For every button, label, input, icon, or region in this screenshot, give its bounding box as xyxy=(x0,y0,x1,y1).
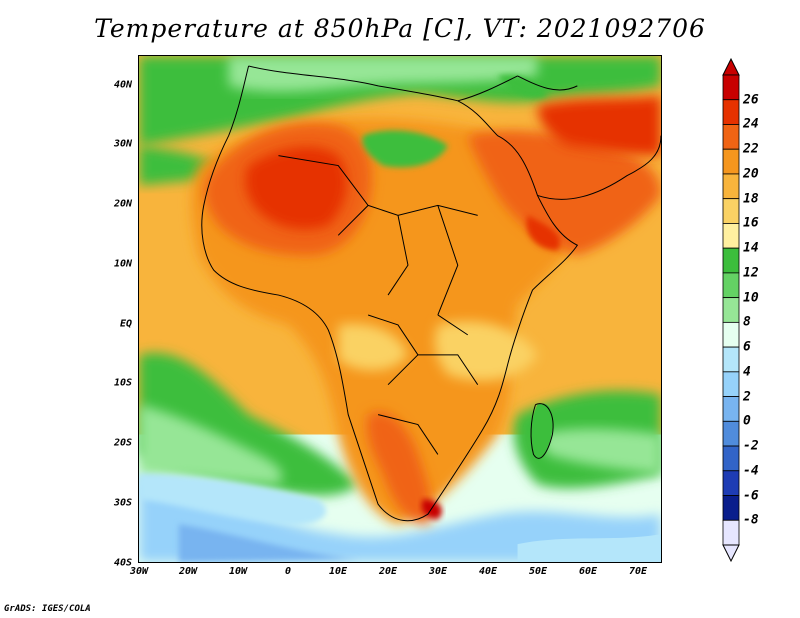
colorbar-segment xyxy=(722,445,740,472)
map-title: Temperature at 850hPa [C], VT: 202109270… xyxy=(94,14,706,43)
coastlines xyxy=(201,65,661,522)
colorbar-segment xyxy=(722,519,740,546)
colorbar-segment xyxy=(722,470,740,496)
colorbar xyxy=(722,57,740,563)
colorbar-segment xyxy=(722,74,740,101)
colorbar-segment xyxy=(722,223,740,249)
colorbar-tick-label: 18 xyxy=(743,191,759,207)
lat-label-30s: 30S xyxy=(113,497,132,509)
lon-label-0: 0 xyxy=(284,566,292,577)
colorbar-tick-label: 22 xyxy=(743,141,759,157)
colorbar-tick-label: -2 xyxy=(743,438,759,454)
lon-label-70e: 70E xyxy=(628,566,648,577)
lat-label-10n: 10N xyxy=(113,258,132,270)
colorbar-tick-label: 14 xyxy=(743,240,759,256)
colorbar-segment xyxy=(722,247,740,274)
colorbar-segment xyxy=(722,198,740,224)
colorbar-tick-label: 0 xyxy=(743,413,751,429)
colorbar-segment xyxy=(722,396,740,422)
lon-label-60e: 60E xyxy=(578,566,598,577)
lon-label-20e: 20E xyxy=(378,566,398,577)
lat-label-10s: 10S xyxy=(113,377,132,389)
lat-label-20n: 20N xyxy=(113,198,132,210)
credit-text: GrADS: IGES/COLA xyxy=(4,604,91,614)
colorbar-segment xyxy=(722,346,740,373)
colorbar-segment xyxy=(722,495,740,521)
lat-label-40n: 40N xyxy=(113,79,132,91)
colorbar-tick-label: 2 xyxy=(743,389,751,405)
colorbar-tick-label: 6 xyxy=(743,339,751,355)
colorbar-tick-label: -6 xyxy=(743,488,759,504)
map-panel xyxy=(138,55,662,563)
lon-label-30e: 30E xyxy=(428,566,448,577)
colorbar-tick-label: 16 xyxy=(743,215,759,231)
lat-label-40s: 40S xyxy=(113,557,132,569)
colorbar-segment xyxy=(722,297,740,323)
lon-label-20w: 20W xyxy=(178,566,198,577)
colorbar-tick-label: 12 xyxy=(743,265,759,281)
lat-label-30n: 30N xyxy=(113,138,132,150)
colorbar-segment xyxy=(722,371,740,397)
colorbar-tick-label: 10 xyxy=(743,290,759,306)
colorbar-segment xyxy=(722,272,740,299)
lon-label-30w: 30W xyxy=(129,566,149,577)
colorbar-tick-label: 20 xyxy=(743,166,759,182)
lon-label-50e: 50E xyxy=(528,566,548,577)
colorbar-segment xyxy=(722,173,740,200)
lon-label-10w: 10W xyxy=(228,566,248,577)
lat-label-eq: EQ xyxy=(119,318,132,330)
colorbar-segment xyxy=(722,321,740,348)
colorbar-segment xyxy=(722,420,740,447)
colorbar-tick-label: 4 xyxy=(743,364,751,380)
colorbar-tick-label: 24 xyxy=(743,116,759,132)
colorbar-segment xyxy=(722,99,740,125)
colorbar-tick-label: 26 xyxy=(743,92,759,108)
colorbar-arrow-top xyxy=(722,57,740,76)
temperature-field xyxy=(139,56,661,562)
colorbar-tick-label: -8 xyxy=(743,512,759,528)
colorbar-segment xyxy=(722,148,740,175)
colorbar-tick-label: -4 xyxy=(743,463,759,479)
lat-label-20s: 20S xyxy=(113,437,132,449)
colorbar-tick-label: 8 xyxy=(743,314,751,330)
lon-label-40e: 40E xyxy=(478,566,498,577)
colorbar-segment xyxy=(722,124,740,150)
lon-label-10e: 10E xyxy=(328,566,348,577)
colorbar-arrow-bottom xyxy=(722,544,740,563)
